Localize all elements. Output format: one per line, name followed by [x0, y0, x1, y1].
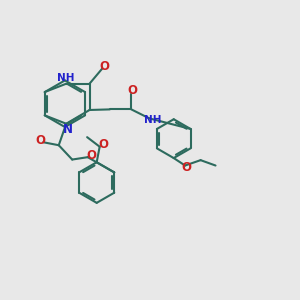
Text: O: O — [182, 161, 192, 174]
Text: O: O — [99, 60, 109, 73]
Text: O: O — [86, 149, 96, 163]
Text: O: O — [98, 138, 108, 152]
Text: NH: NH — [144, 115, 162, 125]
Text: N: N — [63, 123, 73, 136]
Text: NH: NH — [57, 73, 74, 83]
Text: O: O — [128, 84, 137, 98]
Text: O: O — [35, 134, 45, 147]
